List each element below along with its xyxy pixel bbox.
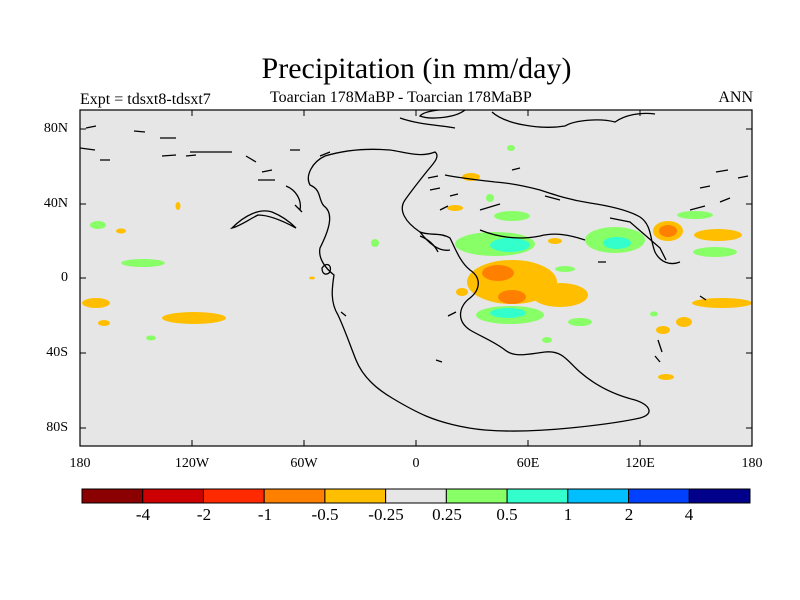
colorbar-label: 0.5 bbox=[496, 505, 518, 524]
lon-tick-label: 0 bbox=[412, 456, 420, 471]
colorbar-swatch bbox=[142, 488, 204, 504]
colorbar-swatch bbox=[506, 488, 569, 504]
colorbar-swatch bbox=[81, 488, 144, 504]
lon-tick-label: 180 bbox=[69, 456, 91, 471]
anomaly-region bbox=[162, 312, 226, 324]
anomaly-region bbox=[82, 298, 110, 308]
anomaly-region bbox=[494, 211, 530, 221]
anomaly-region bbox=[90, 221, 106, 229]
colorbar-swatch bbox=[445, 488, 508, 504]
coastlines bbox=[80, 110, 749, 432]
colorbar-label: -0.5 bbox=[311, 505, 339, 524]
colorbar-label: -2 bbox=[196, 505, 212, 524]
anomaly-region bbox=[490, 238, 530, 252]
colorbar-label: 4 bbox=[684, 505, 694, 524]
anomaly-region bbox=[555, 266, 575, 272]
colorbar-swatch bbox=[567, 488, 630, 504]
colorbar-label: 1 bbox=[563, 505, 573, 524]
lat-tick-label: 0 bbox=[61, 270, 68, 285]
anomaly-region bbox=[676, 317, 692, 327]
lat-tick-label: 40S bbox=[46, 345, 68, 360]
anomaly-region bbox=[542, 337, 552, 343]
anomaly-region bbox=[532, 283, 588, 307]
colorbar-swatch bbox=[263, 488, 326, 504]
period-label: Toarcian 178MaBP - Toarcian 178MaBP bbox=[270, 89, 532, 106]
colorbar-label: -1 bbox=[257, 505, 273, 524]
anomaly-region bbox=[677, 211, 713, 219]
anomaly-region bbox=[121, 259, 165, 267]
map-background bbox=[80, 110, 752, 446]
anomaly-region bbox=[482, 265, 514, 281]
plot-title: Precipitation (in mm/day) bbox=[261, 52, 572, 85]
anomaly-region bbox=[694, 229, 742, 241]
anomaly-region bbox=[507, 145, 515, 151]
anomaly-region bbox=[659, 225, 677, 237]
anomaly-region bbox=[486, 194, 494, 202]
colorbar-swatch bbox=[324, 488, 387, 504]
colorbar-label: 2 bbox=[624, 505, 634, 524]
colorbar-swatch bbox=[688, 488, 751, 504]
anomaly-region bbox=[693, 247, 737, 257]
colorbar-swatch bbox=[628, 488, 690, 504]
anomaly-region bbox=[309, 276, 315, 280]
lon-tick-label: 120E bbox=[625, 456, 655, 471]
season-label: ANN bbox=[718, 89, 753, 106]
anomaly-region bbox=[603, 237, 631, 249]
anomaly-region bbox=[656, 326, 670, 334]
lon-tick-label: 60W bbox=[290, 456, 318, 471]
anomaly-region bbox=[650, 311, 658, 317]
colorbar-label: 0.25 bbox=[432, 505, 462, 524]
colorbar-label: -4 bbox=[135, 505, 151, 524]
anomaly-region bbox=[175, 202, 181, 210]
anomaly-region bbox=[498, 290, 526, 304]
anomaly-region bbox=[692, 298, 752, 308]
colorbar-label: -0.25 bbox=[368, 505, 404, 524]
lon-tick-label: 180 bbox=[741, 456, 763, 471]
lat-tick-label: 80S bbox=[46, 420, 68, 435]
colorbar bbox=[81, 488, 751, 504]
experiment-label: Expt = tdsxt8-tdsxt7 bbox=[80, 91, 211, 108]
anomaly-region bbox=[456, 288, 468, 296]
anomaly-region bbox=[658, 374, 674, 380]
anomaly-region bbox=[447, 205, 463, 211]
anomaly-region bbox=[548, 238, 562, 244]
anomaly-region bbox=[146, 335, 156, 341]
axis-ticks bbox=[79, 110, 753, 446]
colorbar-swatch bbox=[385, 488, 447, 504]
anomaly-region bbox=[568, 318, 592, 326]
anomaly-region bbox=[490, 308, 526, 318]
anomaly-region bbox=[98, 320, 110, 326]
anomaly-region bbox=[371, 239, 379, 247]
lon-tick-label: 120W bbox=[174, 456, 210, 471]
lat-tick-label: 40N bbox=[43, 196, 68, 211]
anomaly-region bbox=[116, 228, 126, 234]
lon-tick-label: 60E bbox=[516, 456, 540, 471]
colorbar-swatch bbox=[202, 488, 265, 504]
lat-tick-label: 80N bbox=[43, 121, 68, 136]
